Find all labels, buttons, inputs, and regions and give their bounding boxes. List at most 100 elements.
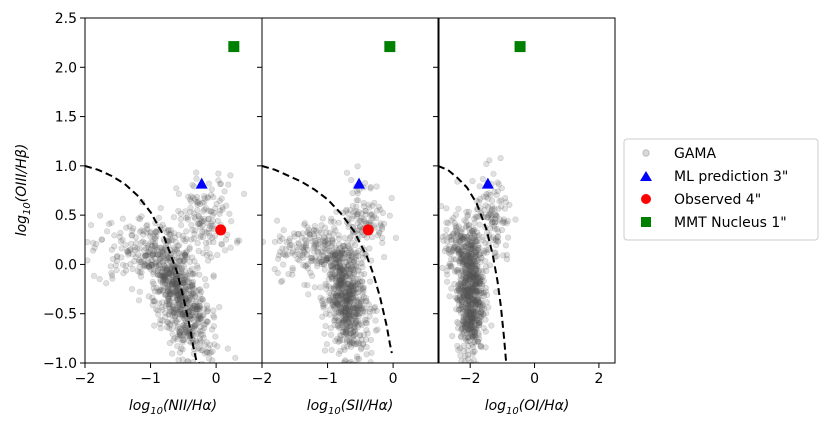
- gama-point: [125, 248, 132, 255]
- gama-point: [190, 278, 197, 285]
- gama-point: [332, 317, 339, 324]
- gama-point: [139, 253, 146, 260]
- gama-point: [326, 297, 334, 304]
- gama-point: [345, 305, 352, 313]
- gama-point: [363, 295, 370, 302]
- gama-point: [177, 329, 184, 336]
- gama-point: [341, 344, 348, 351]
- gama-point: [347, 297, 354, 305]
- gama-point: [352, 307, 359, 314]
- gama-point: [216, 210, 223, 217]
- gama-point: [201, 199, 208, 206]
- gama-point: [209, 357, 216, 363]
- gama-point: [494, 179, 501, 186]
- gama-point: [177, 325, 184, 332]
- gama-point: [350, 279, 357, 287]
- gama-point: [342, 306, 349, 313]
- gama-point: [321, 301, 328, 308]
- gama-point: [373, 307, 380, 315]
- gama-point: [166, 293, 173, 300]
- gama-point: [153, 284, 160, 291]
- gama-point: [172, 282, 179, 289]
- gama-point: [203, 229, 210, 236]
- gama-point: [321, 266, 328, 273]
- gama-point: [330, 296, 337, 304]
- gama-point: [163, 324, 171, 331]
- gama-point: [168, 281, 175, 288]
- gama-point: [194, 316, 201, 323]
- gama-point: [345, 284, 352, 292]
- gama-point: [346, 338, 353, 346]
- gama-point: [350, 259, 357, 266]
- gama-point: [471, 315, 479, 322]
- gama-point: [156, 250, 163, 257]
- gama-point: [144, 252, 151, 259]
- gama-point: [344, 272, 351, 279]
- gama-point: [338, 293, 346, 300]
- gama-point: [150, 280, 157, 288]
- gama-point: [334, 300, 341, 307]
- gama-point: [191, 324, 198, 331]
- gama-point: [351, 298, 358, 305]
- gama-point: [183, 248, 190, 255]
- gama-point: [198, 219, 205, 226]
- gama-point: [180, 257, 187, 265]
- gama-point: [276, 233, 283, 240]
- gama-point: [156, 272, 164, 279]
- gama-point: [165, 286, 172, 293]
- gama-point: [386, 212, 393, 219]
- gama-point: [346, 312, 353, 319]
- gama-point: [332, 275, 340, 282]
- gama-point: [219, 204, 226, 211]
- y-tick-label: 0.0: [55, 257, 77, 273]
- gama-point: [167, 270, 174, 277]
- gama-point: [328, 273, 336, 281]
- gama-point: [204, 318, 211, 326]
- gama-point: [349, 315, 356, 322]
- gama-point: [161, 284, 168, 292]
- gama-point: [346, 258, 353, 265]
- gama-point: [176, 296, 183, 303]
- gama-point: [191, 300, 198, 308]
- gama-point: [324, 245, 331, 252]
- gama-point: [347, 295, 355, 302]
- gama-point: [346, 332, 353, 339]
- gama-point: [358, 285, 365, 292]
- gama-point: [154, 229, 161, 236]
- gama-point: [170, 305, 177, 313]
- gama-point: [356, 304, 363, 311]
- gama-point: [475, 232, 482, 239]
- gama-point: [337, 254, 344, 261]
- gama-point: [371, 305, 378, 312]
- gama-point: [159, 299, 166, 306]
- gama-point: [352, 281, 360, 288]
- gama-point: [332, 255, 339, 262]
- gama-point: [337, 296, 344, 303]
- gama-point: [162, 257, 169, 264]
- gama-point: [192, 322, 199, 330]
- gama-point: [343, 338, 351, 345]
- gama-point: [342, 329, 349, 336]
- gama-point: [204, 194, 211, 201]
- gama-point: [346, 285, 353, 292]
- gama-point: [190, 183, 198, 190]
- gama-point: [357, 332, 364, 339]
- gama-point: [176, 328, 183, 335]
- gama-point: [301, 281, 308, 288]
- gama-point: [175, 304, 182, 311]
- gama-point: [181, 251, 188, 258]
- gama-point: [166, 340, 173, 347]
- gama-point: [355, 340, 363, 347]
- gama-point: [197, 286, 204, 293]
- gama-point: [330, 290, 338, 297]
- gama-point: [344, 312, 351, 319]
- gama-point: [351, 269, 358, 276]
- x-tick-label: −1: [140, 371, 161, 387]
- gama-point: [149, 301, 156, 309]
- gama-point: [334, 283, 341, 290]
- gama-point: [371, 199, 378, 206]
- gama-point: [352, 313, 359, 320]
- x-axis-label-oi: log10(OI/Hα): [485, 398, 570, 417]
- gama-point: [188, 292, 195, 299]
- gama-point: [187, 208, 194, 215]
